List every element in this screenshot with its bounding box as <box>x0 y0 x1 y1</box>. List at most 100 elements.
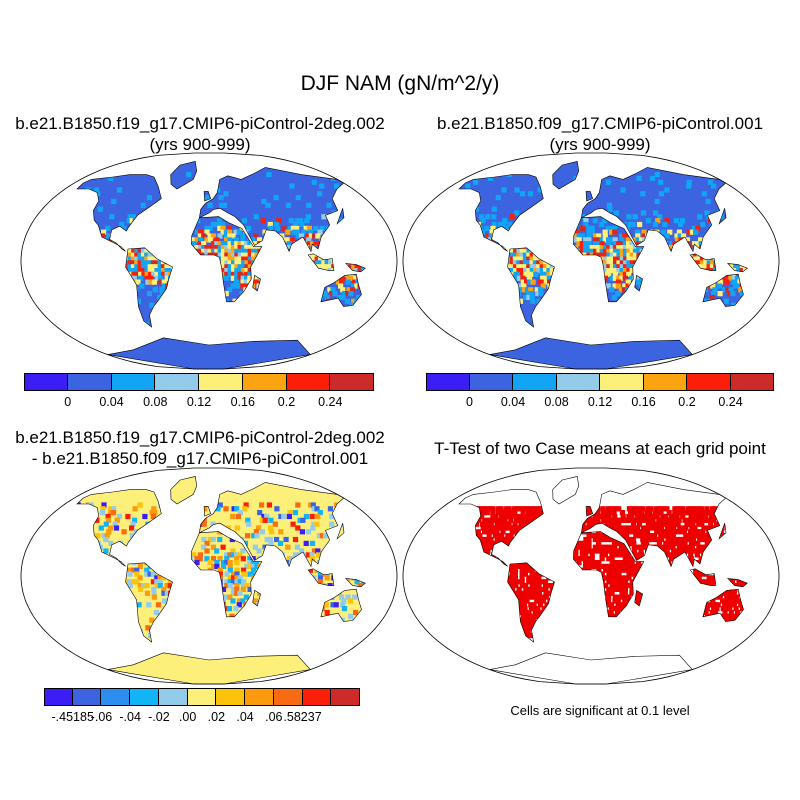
grid-cell <box>643 260 649 266</box>
grid-cell <box>646 268 652 274</box>
grid-cell <box>616 248 622 254</box>
grid-cell <box>723 202 729 208</box>
grid-cell <box>182 632 188 639</box>
grid-cell <box>364 260 366 266</box>
grid-cell <box>270 560 276 566</box>
grid-cell <box>281 256 287 262</box>
grid-cell <box>201 233 207 239</box>
grid-cell <box>644 517 650 523</box>
grid-cell <box>705 510 711 516</box>
grid-cell <box>439 514 444 519</box>
grid-cell <box>602 271 609 277</box>
grid-cell <box>553 271 559 277</box>
grid-cell <box>220 245 227 251</box>
grid-cell <box>726 256 732 262</box>
grid-cell <box>274 225 280 231</box>
grid-cell <box>706 252 712 258</box>
grid-cell <box>227 583 233 589</box>
grid-cell <box>121 225 127 231</box>
grid-cell <box>316 606 322 612</box>
grid-cell <box>301 256 307 262</box>
grid-cell <box>715 245 721 251</box>
grid-cell <box>711 513 717 520</box>
grid-cell <box>689 245 695 251</box>
grid-cell <box>334 252 340 258</box>
grid-cell <box>48 245 53 250</box>
grid-cell <box>165 621 171 627</box>
grid-cell <box>154 256 160 262</box>
grid-cell <box>391 253 396 258</box>
grid-cell <box>645 275 651 281</box>
grid-cell <box>204 229 210 235</box>
grid-cell <box>546 506 552 512</box>
grid-cell <box>566 248 572 254</box>
grid-cell <box>72 272 77 277</box>
grid-cell <box>131 268 137 274</box>
grid-cell <box>636 264 642 270</box>
grid-cell <box>81 214 87 220</box>
grid-cell <box>87 264 93 270</box>
grid-cell <box>691 225 698 231</box>
grid-cell <box>603 264 609 270</box>
grid-cell <box>537 187 543 193</box>
grid-cell <box>77 583 80 589</box>
grid-cell <box>295 621 301 627</box>
grid-cell <box>559 268 565 274</box>
grid-cell <box>377 291 382 296</box>
grid-cell <box>447 295 452 300</box>
grid-cell <box>475 233 481 239</box>
grid-cell <box>377 214 382 219</box>
grid-cell <box>477 275 483 281</box>
grid-cell <box>586 245 592 251</box>
grid-cell <box>366 230 371 235</box>
grid-cell <box>304 563 310 569</box>
grid-cell <box>204 275 210 281</box>
grid-cell <box>134 268 140 274</box>
grid-cell <box>207 560 213 566</box>
grid-cell <box>493 268 499 274</box>
grid-cell <box>324 548 331 554</box>
grid-cell <box>327 544 333 550</box>
grid-cell <box>435 522 440 527</box>
grid-cell <box>291 567 297 573</box>
grid-cell <box>177 248 183 254</box>
grid-cell <box>259 314 265 320</box>
grid-cell <box>78 241 84 247</box>
grid-cell <box>632 506 638 512</box>
grid-cell <box>606 271 612 277</box>
grid-cell <box>257 510 263 516</box>
grid-cell <box>658 510 664 516</box>
grid-cell <box>380 245 385 250</box>
grid-cell <box>729 264 735 270</box>
grid-cell <box>182 536 188 543</box>
grid-cell <box>96 237 102 243</box>
grid-cell <box>752 241 757 246</box>
grid-cell <box>303 225 309 231</box>
grid-cell <box>372 287 377 292</box>
grid-cell <box>611 302 617 308</box>
grid-cell <box>128 241 134 247</box>
grid-cell <box>726 248 732 254</box>
grid-cell <box>371 268 376 273</box>
grid-cell <box>659 256 665 262</box>
grid-cell <box>469 506 475 512</box>
grid-cell <box>334 563 340 569</box>
grid-cell <box>223 229 229 235</box>
grid-cell <box>463 214 469 220</box>
grid-cell <box>223 298 229 304</box>
grid-cell <box>294 225 300 231</box>
grid-cell <box>459 245 463 251</box>
grid-cell <box>363 586 366 592</box>
grid-cell <box>326 241 332 247</box>
grid-cell <box>197 598 203 604</box>
grid-cell <box>451 276 456 281</box>
grid-cell <box>57 629 62 634</box>
grid-cell <box>234 248 240 254</box>
grid-cell <box>502 252 509 258</box>
grid-cell <box>157 563 163 569</box>
grid-cell <box>376 614 381 619</box>
grid-cell <box>346 229 352 235</box>
grid-cell <box>506 264 512 270</box>
grid-cell <box>522 252 529 258</box>
grid-cell <box>94 268 100 274</box>
